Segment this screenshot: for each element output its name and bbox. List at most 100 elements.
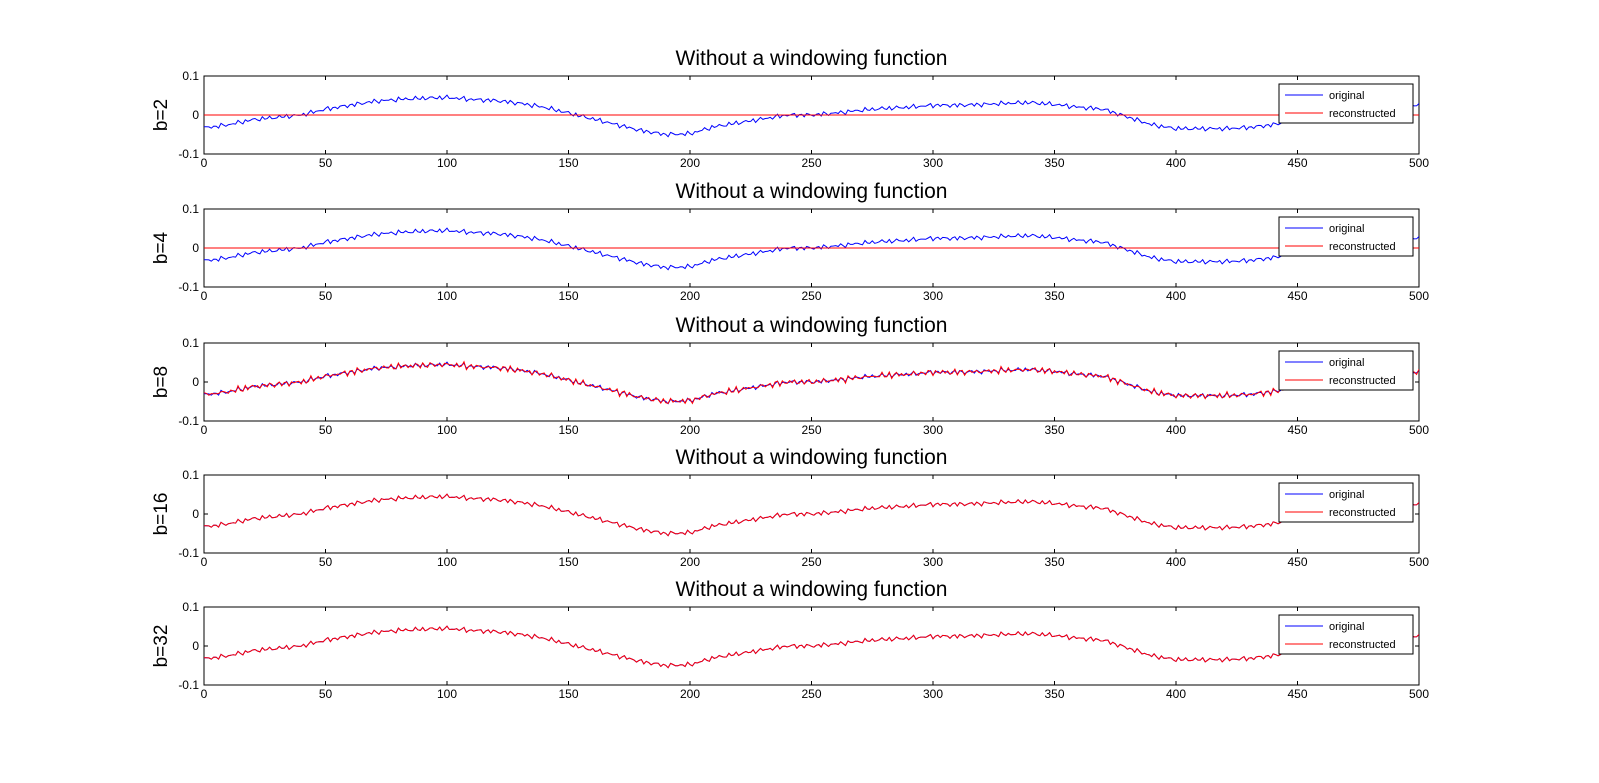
x-tick-label: 0	[201, 289, 208, 303]
x-tick-label: 100	[437, 156, 457, 170]
x-tick-label: 50	[319, 156, 333, 170]
x-tick-label: 150	[558, 289, 578, 303]
x-tick-label: 100	[437, 687, 457, 701]
x-tick-label: 500	[1409, 289, 1429, 303]
x-tick-label: 250	[801, 156, 821, 170]
x-tick-label: 150	[558, 687, 578, 701]
y-axis-label: b=32	[151, 625, 172, 668]
x-tick-label: 450	[1287, 289, 1307, 303]
subplot-b=32: Without a windowing function b=32 0 50 100 15…	[151, 578, 1429, 701]
y-tick-label: 0	[192, 241, 199, 255]
x-tick-label: 150	[558, 156, 578, 170]
legend-label-original: original	[1329, 223, 1364, 235]
y-axis-label: b=2	[151, 99, 172, 131]
series-line-original	[204, 493, 1419, 537]
x-tick-label: 50	[319, 423, 333, 437]
x-tick-label: 250	[801, 423, 821, 437]
y-tick-label: 0	[192, 639, 199, 653]
legend-box	[1278, 216, 1414, 257]
y-tick-label: 0.1	[182, 202, 199, 216]
x-tick-label: 500	[1409, 555, 1429, 569]
series-line-original	[204, 94, 1419, 138]
legend-box	[1278, 83, 1414, 124]
x-tick-label: 450	[1287, 687, 1307, 701]
series-line-original	[204, 625, 1419, 669]
y-tick-label: 0.1	[182, 600, 199, 614]
legend-label-original: original	[1329, 357, 1364, 369]
x-tick-label: 300	[923, 156, 943, 170]
subplot-b=8: Without a windowing function b=8 0 50 100 150…	[151, 314, 1429, 437]
series-line-original	[204, 227, 1419, 271]
x-tick-label: 500	[1409, 423, 1429, 437]
legend-label-original: original	[1329, 90, 1364, 102]
x-tick-label: 300	[923, 555, 943, 569]
y-tick-label: 0	[192, 375, 199, 389]
x-tick-label: 500	[1409, 156, 1429, 170]
legend-label-reconstructed: reconstructed	[1329, 639, 1396, 651]
x-tick-label: 100	[437, 423, 457, 437]
x-tick-label: 350	[1044, 555, 1064, 569]
subplot-title: Without a windowing function	[676, 314, 948, 337]
x-tick-label: 450	[1287, 555, 1307, 569]
x-tick-label: 150	[558, 423, 578, 437]
y-tick-label: 0.1	[182, 69, 199, 83]
y-axis-label: b=8	[151, 366, 172, 398]
x-tick-label: 300	[923, 423, 943, 437]
x-tick-label: 400	[1166, 289, 1186, 303]
x-tick-label: 200	[680, 423, 700, 437]
series-line-reconstructed	[204, 493, 1419, 537]
legend-label-original: original	[1329, 489, 1364, 501]
y-tick-label: 0	[192, 108, 199, 122]
subplot-b=2: Without a windowing function b=2 0 50 100 150…	[151, 47, 1429, 170]
x-tick-label: 450	[1287, 423, 1307, 437]
y-tick-label: -0.1	[178, 414, 199, 428]
x-tick-label: 400	[1166, 156, 1186, 170]
x-tick-label: 350	[1044, 289, 1064, 303]
x-tick-label: 0	[201, 555, 208, 569]
x-tick-label: 350	[1044, 156, 1064, 170]
y-tick-label: -0.1	[178, 147, 199, 161]
x-tick-label: 300	[923, 687, 943, 701]
x-tick-label: 350	[1044, 423, 1064, 437]
series-line-reconstructed	[204, 625, 1419, 669]
legend-label-original: original	[1329, 621, 1364, 633]
y-axis-label: b=4	[151, 231, 172, 264]
subplot-title: Without a windowing function	[676, 446, 948, 469]
x-tick-label: 200	[680, 555, 700, 569]
x-tick-label: 350	[1044, 687, 1064, 701]
subplot-title: Without a windowing function	[676, 47, 948, 70]
y-axis-label: b=16	[151, 493, 172, 536]
y-tick-label: -0.1	[178, 280, 199, 294]
x-tick-label: 0	[201, 156, 208, 170]
x-tick-label: 0	[201, 687, 208, 701]
x-tick-label: 100	[437, 289, 457, 303]
subplot-b=16: Without a windowing function b=16 0 50 100 15…	[151, 446, 1429, 569]
x-tick-label: 100	[437, 555, 457, 569]
legend-label-reconstructed: reconstructed	[1329, 241, 1396, 253]
x-tick-label: 450	[1287, 156, 1307, 170]
legend-label-reconstructed: reconstructed	[1329, 375, 1396, 387]
x-tick-label: 50	[319, 289, 333, 303]
x-tick-label: 250	[801, 687, 821, 701]
x-tick-label: 300	[923, 289, 943, 303]
series-line-reconstructed	[204, 360, 1419, 405]
x-tick-label: 250	[801, 555, 821, 569]
subplot-title: Without a windowing function	[676, 578, 948, 601]
x-tick-label: 150	[558, 555, 578, 569]
x-tick-label: 400	[1166, 687, 1186, 701]
legend-box	[1278, 482, 1414, 523]
x-tick-label: 400	[1166, 555, 1186, 569]
x-tick-label: 200	[680, 156, 700, 170]
y-tick-label: 0.1	[182, 336, 199, 350]
y-tick-label: -0.1	[178, 546, 199, 560]
x-tick-label: 0	[201, 423, 208, 437]
y-tick-label: 0.1	[182, 468, 199, 482]
legend-box	[1278, 614, 1414, 655]
x-tick-label: 200	[680, 687, 700, 701]
x-tick-label: 500	[1409, 687, 1429, 701]
subplot-title: Without a windowing function	[676, 180, 948, 203]
legend-label-reconstructed: reconstructed	[1329, 108, 1396, 120]
x-tick-label: 400	[1166, 423, 1186, 437]
subplot-b=4: Without a windowing function b=4 0 50 100 150…	[151, 180, 1429, 303]
